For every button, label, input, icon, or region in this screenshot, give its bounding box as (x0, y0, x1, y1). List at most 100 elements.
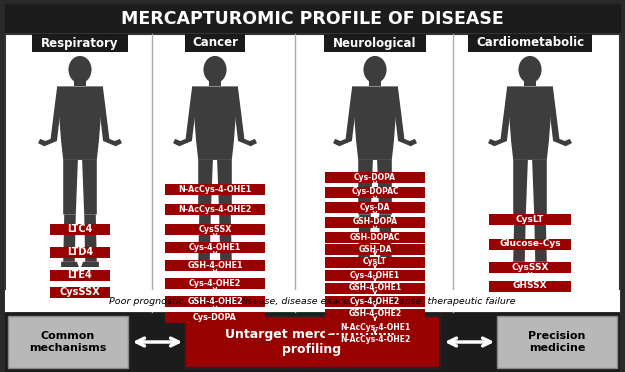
Bar (50, 286, 110, 298)
Bar (5, 290, 620, 312)
Text: Poor prognostic, advanced disease, disease exacerbation/relapse, therapeutic fai: Poor prognostic, advanced disease, disea… (109, 296, 515, 305)
Bar (325, 244, 425, 254)
Polygon shape (379, 215, 392, 262)
Polygon shape (333, 89, 358, 146)
Text: Precision
medicine: Precision medicine (528, 331, 586, 353)
Bar (185, 316, 440, 368)
Text: Cys-4-OHE2: Cys-4-OHE2 (189, 279, 241, 288)
Text: Cys-4-OHE2: Cys-4-OHE2 (350, 296, 400, 305)
Bar (165, 224, 265, 234)
Polygon shape (356, 262, 374, 267)
Polygon shape (547, 89, 572, 146)
Polygon shape (358, 160, 373, 215)
Text: N-AcCys-4-OHE1: N-AcCys-4-OHE1 (178, 185, 252, 193)
Polygon shape (38, 89, 63, 146)
Polygon shape (507, 86, 553, 141)
Bar (5, 34, 620, 312)
Polygon shape (173, 89, 198, 146)
Polygon shape (392, 89, 417, 146)
Text: Cys-DOPAC: Cys-DOPAC (351, 187, 399, 196)
Bar (325, 202, 425, 212)
Text: LTE4: LTE4 (68, 270, 92, 280)
Bar (325, 231, 425, 243)
Polygon shape (532, 160, 547, 215)
Polygon shape (377, 160, 392, 215)
Text: Common
mechanisms: Common mechanisms (29, 331, 107, 353)
Text: CysSSX: CysSSX (59, 287, 101, 297)
Polygon shape (84, 215, 97, 262)
Ellipse shape (519, 56, 541, 83)
Bar (489, 280, 571, 292)
Bar (165, 295, 265, 307)
Text: GSH-4-OHE2: GSH-4-OHE2 (349, 310, 402, 318)
Text: GSH-DOPA: GSH-DOPA (352, 218, 398, 227)
Text: N-AcCys-4-OHE1: N-AcCys-4-OHE1 (340, 323, 410, 331)
Bar (325, 171, 425, 183)
Text: Cys-4-OHE1: Cys-4-OHE1 (350, 270, 400, 279)
Polygon shape (216, 262, 234, 267)
Bar (209, 67, 221, 86)
Polygon shape (534, 215, 547, 262)
Polygon shape (531, 262, 549, 267)
Bar (165, 203, 265, 215)
Polygon shape (63, 160, 78, 215)
Bar (5, 313, 620, 372)
Polygon shape (513, 160, 528, 215)
Bar (497, 316, 617, 368)
Polygon shape (61, 141, 99, 160)
Bar (325, 321, 425, 333)
Ellipse shape (204, 56, 226, 83)
Text: GSH-4-OHE1: GSH-4-OHE1 (349, 283, 402, 292)
Polygon shape (82, 160, 97, 215)
Bar (74, 67, 86, 86)
Polygon shape (196, 262, 214, 267)
Text: Respiratory: Respiratory (41, 36, 119, 49)
Bar (8, 316, 128, 368)
Bar (32, 34, 128, 52)
Polygon shape (63, 215, 76, 262)
Polygon shape (61, 262, 79, 267)
Text: CysLT: CysLT (516, 215, 544, 224)
Bar (325, 295, 425, 307)
Bar (489, 238, 571, 250)
Polygon shape (97, 89, 122, 146)
Polygon shape (217, 160, 232, 215)
Bar (165, 183, 265, 195)
Polygon shape (192, 86, 238, 141)
Text: Untarget mercapturomic
profiling: Untarget mercapturomic profiling (226, 328, 399, 356)
Text: LTC4: LTC4 (68, 224, 92, 234)
Polygon shape (511, 141, 549, 160)
Polygon shape (198, 215, 211, 262)
Ellipse shape (364, 56, 386, 83)
Bar (524, 67, 536, 86)
Bar (5, 4, 620, 34)
Bar (489, 214, 571, 224)
Bar (325, 308, 425, 320)
Text: Glucose-Cys: Glucose-Cys (499, 240, 561, 248)
Text: LTD4: LTD4 (67, 247, 93, 257)
Text: N-AcCys-4-OHE2: N-AcCys-4-OHE2 (340, 336, 410, 344)
Text: N-AcCys-4-OHE2: N-AcCys-4-OHE2 (178, 205, 252, 214)
Bar (165, 260, 265, 270)
Polygon shape (511, 262, 529, 267)
Polygon shape (356, 141, 394, 160)
Polygon shape (352, 86, 398, 141)
Polygon shape (376, 262, 394, 267)
Text: CysLT: CysLT (363, 257, 387, 266)
Polygon shape (513, 215, 526, 262)
Bar (325, 217, 425, 228)
Text: GSH-DA: GSH-DA (358, 244, 392, 253)
Bar (50, 247, 110, 257)
Bar (325, 269, 425, 280)
Bar (165, 241, 265, 253)
Polygon shape (358, 215, 371, 262)
Text: GSH-4-OHE2: GSH-4-OHE2 (188, 296, 242, 305)
Polygon shape (219, 215, 232, 262)
Bar (165, 311, 265, 323)
Bar (325, 334, 425, 346)
Text: CysSSX: CysSSX (511, 263, 549, 272)
Text: Neurological: Neurological (333, 36, 417, 49)
Polygon shape (488, 89, 513, 146)
Polygon shape (81, 262, 99, 267)
Bar (489, 262, 571, 273)
